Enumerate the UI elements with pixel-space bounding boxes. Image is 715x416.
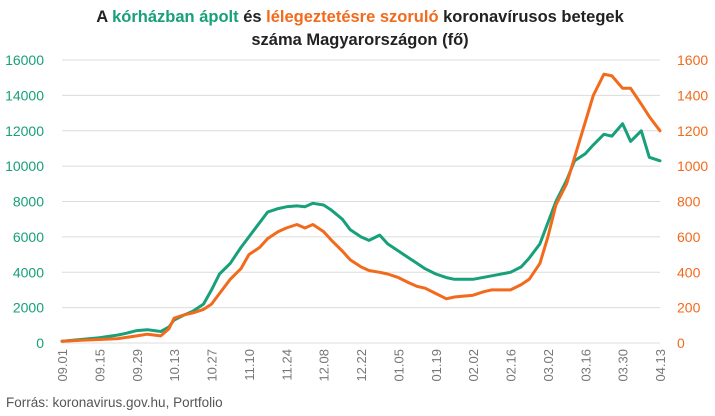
left-y-tick-label: 8000: [13, 194, 44, 210]
right-y-tick-label: 1000: [677, 158, 708, 174]
x-tick-label: 10.13: [167, 349, 182, 382]
title-line-1: A kórházban ápolt és lélegeztetésre szor…: [80, 6, 640, 29]
x-tick-label: 02.16: [504, 349, 519, 382]
series-line-hospitalized: [60, 122, 662, 343]
title-connector: és: [238, 8, 267, 26]
left-y-tick-label: 12000: [5, 123, 44, 139]
left-y-tick-label: 4000: [13, 264, 44, 280]
right-y-tick-label: 1200: [677, 123, 708, 139]
left-y-tick-label: 6000: [13, 229, 44, 245]
x-tick-label: 11.10: [242, 349, 257, 381]
x-tick-label: 12.08: [317, 349, 332, 382]
x-tick-label: 09.01: [55, 349, 70, 382]
source-note: Forrás: koronavirus.gov.hu, Portfolio: [6, 395, 223, 410]
title-series2-phrase: lélegeztetésre szoruló: [266, 8, 439, 26]
series-lines: [60, 72, 662, 343]
x-tick-label: 03.02: [541, 349, 556, 382]
x-axis: 09.01 09.15 09.29 10.13 10.27 11.10 11.24 12.08…: [55, 349, 668, 382]
x-tick-label: 01.05: [391, 349, 406, 382]
title-prefix: A: [96, 8, 113, 26]
gridlines: [62, 59, 660, 344]
left-y-tick-label: 14000: [5, 87, 44, 103]
series-line-ventilated: [60, 72, 662, 343]
x-tick-label: 04.13: [653, 349, 668, 382]
x-tick-label: 03.16: [578, 349, 593, 382]
x-tick-label: 03.30: [616, 349, 631, 382]
right-y-tick-label: 200: [677, 300, 701, 316]
right-y-tick-label: 800: [677, 194, 701, 210]
left-y-tick-label: 2000: [13, 300, 44, 316]
right-y-tick-label: 600: [677, 229, 701, 245]
left-y-tick-label: 16000: [5, 52, 44, 68]
x-tick-label: 12.22: [354, 349, 369, 382]
left-y-tick-label: 0: [36, 335, 44, 351]
left-y-axis: 0 2000 4000 6000 8000 10000 12000 14000 16000: [5, 52, 44, 351]
right-y-tick-label: 0: [677, 335, 685, 351]
right-y-tick-label: 400: [677, 264, 701, 280]
x-tick-label: 01.19: [429, 349, 444, 382]
title-series1-phrase: kórházban ápolt: [112, 8, 239, 26]
right-y-tick-label: 1600: [677, 52, 708, 68]
x-tick-label: 09.29: [130, 349, 145, 382]
x-tick-label: 11.24: [279, 349, 294, 381]
x-tick-label: 09.15: [92, 349, 107, 382]
right-y-tick-label: 1400: [677, 87, 708, 103]
x-tick-label: 10.27: [205, 349, 220, 382]
title-suffix: koronavírusos betegek: [438, 8, 624, 26]
chart-title: A kórházban ápolt és lélegeztetésre szor…: [80, 6, 640, 52]
left-y-tick-label: 10000: [5, 158, 44, 174]
right-y-axis: 0 200 400 600 800 1000 1200 1400 1600: [677, 52, 708, 351]
title-line-2: száma Magyarországon (fő): [251, 31, 469, 49]
x-tick-label: 02.02: [466, 349, 481, 382]
